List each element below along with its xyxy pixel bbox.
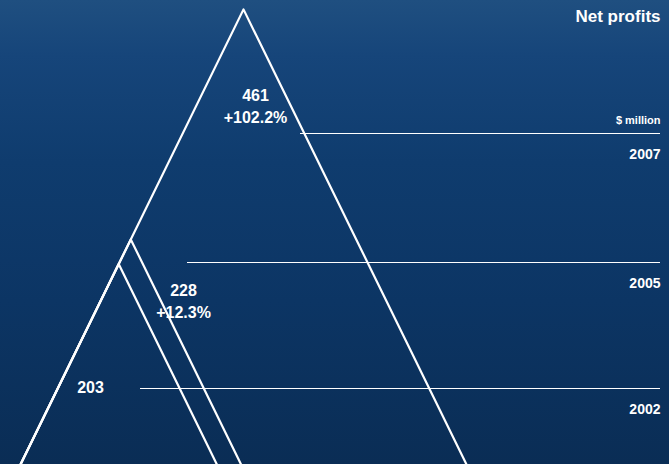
svg-text:$ million: $ million xyxy=(616,114,661,126)
svg-text:228: 228 xyxy=(170,282,197,299)
svg-text:+12.3%: +12.3% xyxy=(156,304,211,321)
svg-text:2005: 2005 xyxy=(629,275,660,291)
svg-text:+102.2%: +102.2% xyxy=(224,109,288,126)
svg-text:2002: 2002 xyxy=(629,401,660,417)
svg-text:461: 461 xyxy=(242,87,269,104)
svg-text:203: 203 xyxy=(77,379,104,396)
svg-text:Net profits: Net profits xyxy=(576,7,661,26)
svg-text:2007: 2007 xyxy=(629,146,660,162)
